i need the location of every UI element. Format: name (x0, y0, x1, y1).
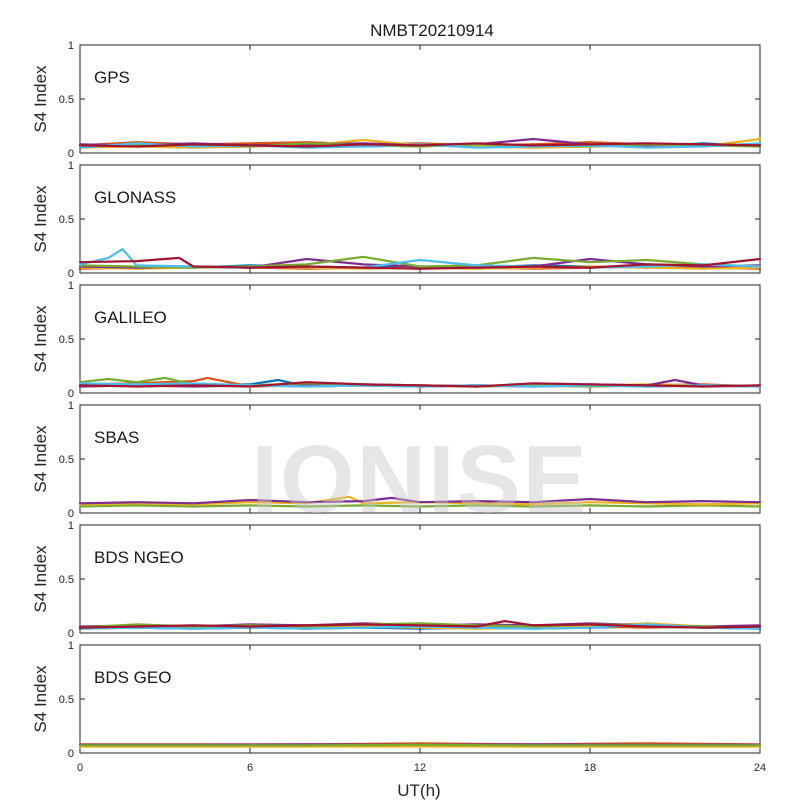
y-axis-label: S4 Index (31, 425, 50, 493)
series-line-2 (78, 495, 762, 506)
y-axis-label: S4 Index (31, 665, 50, 733)
panel-sbas: 0 0.5 1 SBAS S4 Index (31, 400, 762, 520)
x-axis: 0 6 12 18 24 (77, 762, 766, 774)
x-tick-label: 18 (584, 762, 596, 774)
y-axis-label: S4 Index (31, 65, 50, 133)
y-tick-label: 0.5 (59, 94, 74, 106)
panel-axes-box (79, 524, 761, 634)
x-tick-label: 12 (414, 762, 426, 774)
panel-label: BDS NGEO (94, 548, 184, 567)
panel-label: GALILEO (94, 308, 167, 327)
panel-axes-box (79, 404, 761, 514)
y-axis-label: S4 Index (31, 185, 50, 253)
y-tick-label: 0 (68, 508, 74, 520)
series-line-7 (78, 256, 762, 270)
panel-bds-geo: 0 0.5 1 BDS GEO S4 Index (31, 640, 762, 760)
panel-bds-ngeo: 0 0.5 1 BDS NGEO S4 Index (31, 520, 762, 640)
x-tick-label: 0 (77, 762, 83, 774)
panel-axes-box (79, 284, 761, 394)
y-tick-label: 1 (68, 40, 74, 52)
watermark-text: IONISE (251, 426, 588, 533)
y-tick-label: 1 (68, 640, 74, 652)
y-tick-label: 0 (68, 748, 74, 760)
y-tick-label: 0 (68, 268, 74, 280)
panel-label: SBAS (94, 428, 139, 447)
y-tick-label: 0 (68, 148, 74, 160)
panel-gps: 0 0.5 1 GPS S4 Index (31, 40, 762, 160)
series-line-5 (78, 743, 762, 747)
panel-galileo: 0 0.5 1 GALILEO S4 Index (31, 280, 762, 400)
series-line-7 (78, 620, 762, 629)
y-axis-label: S4 Index (31, 545, 50, 613)
y-tick-label: 1 (68, 520, 74, 532)
panel-label: GLONASS (94, 188, 176, 207)
y-tick-label: 1 (68, 280, 74, 292)
y-tick-label: 0.5 (59, 574, 74, 586)
series-line-1 (78, 504, 762, 508)
panels-group: 0 0.5 1 GPS S4 Index 0 0.5 1 GLONASS S4 Index 0 0.5… (31, 40, 762, 760)
y-tick-label: 1 (68, 400, 74, 412)
y-tick-label: 1 (68, 160, 74, 172)
series-line-7 (78, 142, 762, 148)
x-tick-label: 6 (247, 762, 253, 774)
x-tick-label: 24 (754, 762, 766, 774)
chart-title: NMBT20210914 (370, 21, 494, 40)
y-tick-label: 0 (68, 388, 74, 400)
panel-glonass: 0 0.5 1 GLONASS S4 Index (31, 160, 762, 280)
panel-axes-box (79, 644, 761, 754)
y-tick-label: 0.5 (59, 214, 74, 226)
y-tick-label: 0.5 (59, 694, 74, 706)
series-line-3 (78, 496, 762, 505)
y-axis-label: S4 Index (31, 305, 50, 373)
panel-axes-box (79, 164, 761, 274)
panel-label: BDS GEO (94, 668, 171, 687)
panel-axes-box (79, 44, 761, 154)
y-tick-label: 0.5 (59, 454, 74, 466)
series-line-7 (78, 381, 762, 388)
y-tick-label: 0 (68, 628, 74, 640)
panel-label: GPS (94, 68, 130, 87)
x-axis-label: UT(h) (397, 781, 440, 800)
y-tick-label: 0.5 (59, 334, 74, 346)
